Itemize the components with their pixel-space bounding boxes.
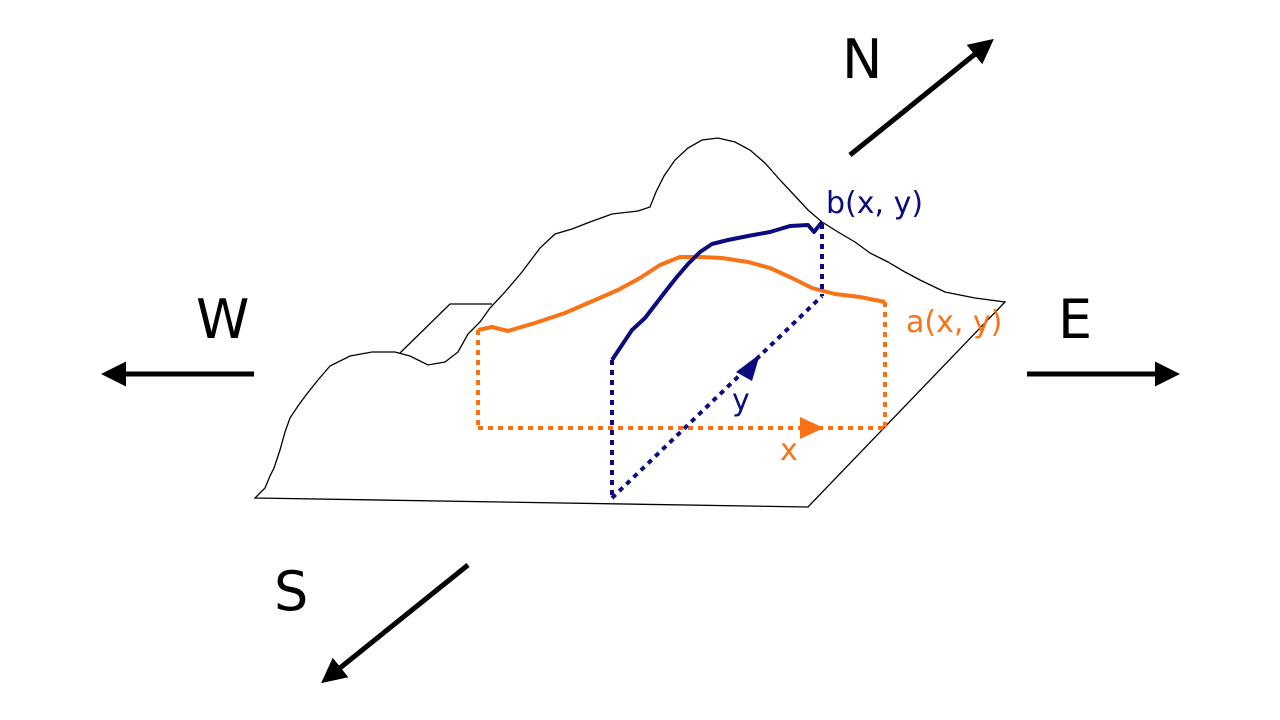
curve-b-profile — [610, 220, 824, 362]
south-arrow — [321, 563, 470, 684]
terrain-surface — [253, 137, 1007, 508]
compass-arrows — [101, 38, 1180, 684]
curve-a-group — [476, 255, 887, 439]
y-axis-label: y — [732, 383, 750, 418]
x-axis-arrow — [800, 417, 824, 439]
x-axis-label: x — [780, 433, 798, 468]
curve-b-label: b(x, y) — [826, 186, 923, 221]
curve-a-label: a(x, y) — [906, 305, 1002, 340]
south-label: S — [274, 560, 308, 623]
west-label: W — [196, 288, 249, 351]
curve-b-group — [610, 220, 824, 500]
north-arrow — [848, 38, 994, 157]
y-axis-line — [610, 294, 824, 500]
north-label: N — [842, 28, 882, 91]
terrain-back-ridge — [399, 303, 492, 354]
terrain-outline — [253, 137, 1007, 508]
east-label: E — [1058, 288, 1092, 351]
y-axis-arrow — [736, 354, 760, 381]
curve-a-profile — [477, 255, 886, 333]
